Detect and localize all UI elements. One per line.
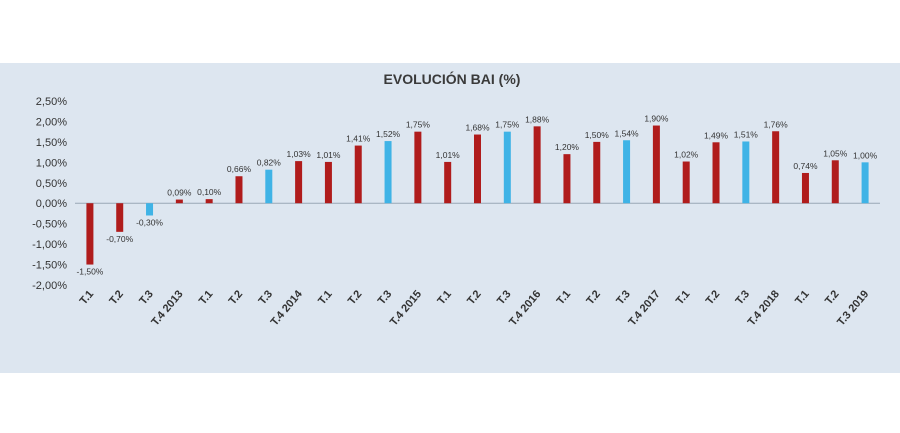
bar — [265, 169, 273, 204]
x-tick-label: T.3 — [376, 288, 395, 307]
x-tick-label: T.2 — [584, 288, 603, 307]
data-label: 1,88% — [525, 114, 550, 124]
bar — [712, 142, 720, 204]
x-tick-label: T.2 — [107, 288, 126, 307]
data-labels: -1,50% -0,70%-0,30% 0,09% 0,10% 0,66% 0,82% 1,… — [76, 114, 877, 277]
bar — [623, 140, 631, 204]
bar — [86, 203, 94, 265]
y-tick-label: 2,00% — [36, 116, 67, 128]
bar — [444, 161, 452, 204]
bar — [593, 141, 601, 204]
data-label: 1,20% — [555, 142, 580, 152]
x-tick-label: T.1 — [197, 288, 216, 307]
x-tick-label: T.1 — [316, 288, 335, 307]
bar — [563, 154, 571, 204]
bar — [503, 131, 511, 204]
bar — [146, 203, 154, 216]
data-label: 1,05% — [823, 148, 848, 158]
data-label: 1,49% — [704, 130, 729, 140]
data-label: 1,54% — [615, 128, 640, 138]
y-tick-label: -1,00% — [32, 239, 67, 251]
x-tick-label: T.1 — [555, 288, 574, 307]
x-tick-label: T.4 2013 — [149, 288, 185, 328]
bar — [533, 126, 541, 204]
x-tick-label: T.3 — [256, 288, 275, 307]
bar — [474, 134, 481, 204]
data-label: 1,00% — [853, 150, 878, 160]
x-tick-label: T.1 — [674, 288, 693, 307]
x-axis: T.1 T.2 T.3T.4 2013 T.1 T.2 T.3T.4 2014 T.1 T.2… — [78, 288, 872, 329]
data-label: 1,51% — [734, 129, 759, 139]
data-label: 1,76% — [764, 119, 789, 129]
bar — [414, 131, 422, 204]
data-label: 1,90% — [644, 114, 669, 124]
data-label: 0,66% — [227, 164, 252, 174]
y-tick-label: -0,50% — [32, 219, 67, 231]
data-label: 1,52% — [376, 129, 401, 139]
x-tick-label: T.4 2017 — [626, 288, 662, 328]
x-tick-label: T.1 — [793, 288, 812, 307]
bars — [75, 125, 880, 265]
y-tick-label: -1,50% — [32, 260, 67, 272]
x-tick-label: T.2 — [346, 288, 365, 307]
x-tick-label: T.3 — [495, 288, 514, 307]
data-label: 1,75% — [495, 120, 520, 130]
data-label: 1,68% — [465, 123, 490, 133]
data-label: 1,50% — [585, 130, 610, 140]
y-tick-label: -2,00% — [32, 280, 67, 292]
bar — [116, 203, 124, 232]
x-tick-label: T.1 — [435, 288, 454, 307]
data-label: -1,50% — [76, 267, 103, 277]
bar — [801, 172, 809, 204]
x-tick-label: T.3 — [733, 288, 752, 307]
data-label: -0,70% — [106, 234, 133, 244]
data-label: 0,82% — [257, 158, 282, 168]
bar-chart: EVOLUCIÓN BAI (%) 2,50% 2,00% 1,50% 1,00% 0,… — [32, 70, 880, 329]
x-tick-label: T.4 2015 — [388, 288, 424, 328]
data-label: 1,02% — [674, 150, 699, 160]
y-axis: 2,50% 2,00% 1,50% 1,00% 0,50% 0,00% -0,50% -1,0… — [32, 96, 67, 292]
data-label: 0,74% — [793, 161, 818, 171]
bar — [324, 161, 332, 204]
x-tick-label: T.2 — [823, 288, 842, 307]
bar — [354, 145, 362, 204]
y-tick-label: 1,50% — [36, 137, 67, 149]
x-tick-label: T.4 2018 — [746, 288, 782, 328]
x-tick-label: T.3 — [614, 288, 633, 307]
bar — [652, 125, 660, 204]
bar — [742, 141, 750, 204]
y-tick-label: 0,50% — [36, 178, 67, 190]
data-label: 0,10% — [197, 187, 222, 197]
x-tick-label: T.4 2016 — [507, 288, 543, 328]
bar — [384, 141, 392, 204]
x-tick-label: T.2 — [465, 288, 484, 307]
chart-title: EVOLUCIÓN BAI (%) — [384, 70, 521, 87]
data-label: 1,01% — [436, 150, 461, 160]
bar — [295, 161, 303, 204]
x-tick-label: T.4 2014 — [269, 288, 306, 329]
x-tick-label: T.1 — [78, 288, 97, 307]
x-tick-label: T.3 2019 — [835, 288, 871, 328]
data-label: 1,41% — [346, 134, 371, 144]
data-label: 1,01% — [316, 150, 341, 160]
bar — [235, 176, 243, 204]
bar — [861, 162, 869, 204]
y-tick-label: 1,00% — [36, 157, 67, 169]
data-label: 1,75% — [406, 120, 431, 130]
bar — [205, 199, 213, 204]
bar — [831, 160, 839, 204]
bar — [772, 131, 780, 204]
data-label: -0,30% — [136, 217, 163, 227]
y-tick-label: 0,00% — [36, 198, 67, 210]
x-tick-label: T.2 — [704, 288, 723, 307]
x-tick-label: T.3 — [137, 288, 156, 307]
data-label: 1,03% — [287, 149, 312, 159]
y-tick-label: 2,50% — [36, 96, 67, 108]
bar — [682, 161, 690, 204]
bar — [175, 199, 183, 204]
x-tick-label: T.2 — [227, 288, 246, 307]
chart-panel: EVOLUCIÓN BAI (%) 2,50% 2,00% 1,50% 1,00% 0,… — [0, 63, 900, 373]
data-label: 0,09% — [167, 188, 192, 198]
